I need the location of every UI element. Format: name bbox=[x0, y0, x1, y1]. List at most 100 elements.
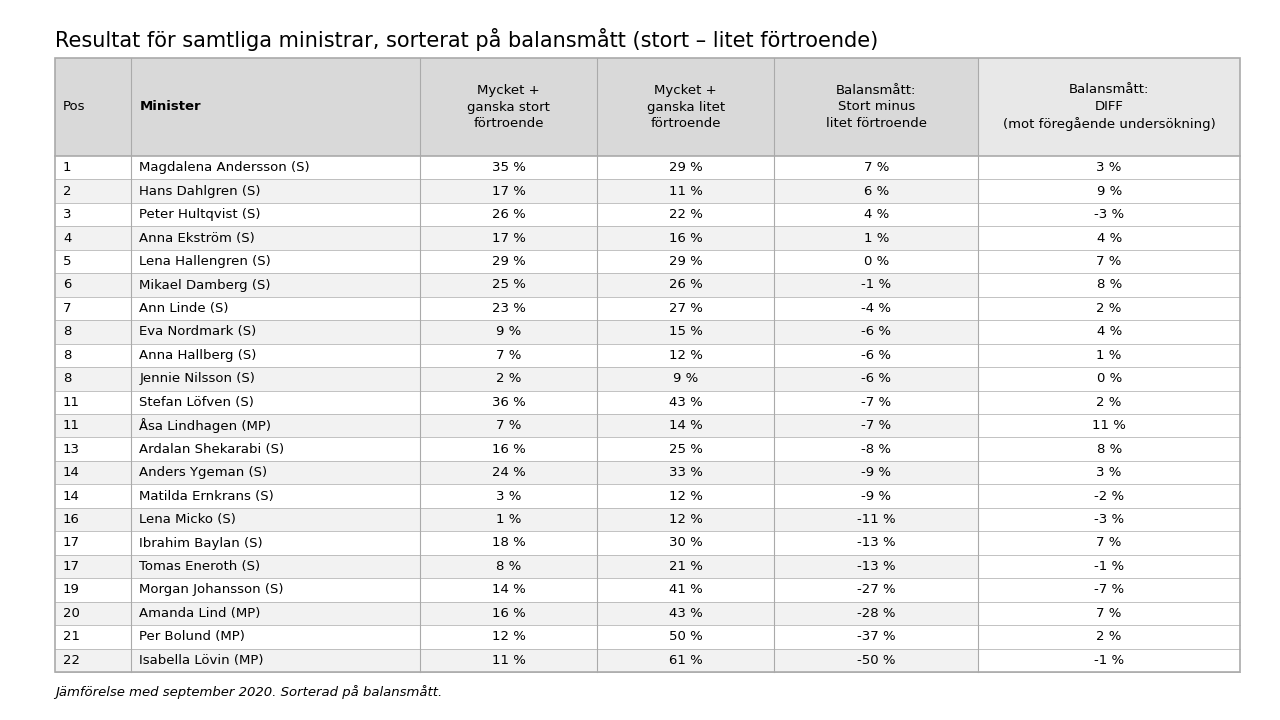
Text: 20: 20 bbox=[63, 607, 79, 620]
Text: 29 %: 29 % bbox=[492, 255, 526, 268]
Text: -2 %: -2 % bbox=[1094, 490, 1124, 503]
Text: 16 %: 16 % bbox=[492, 607, 526, 620]
Text: 19: 19 bbox=[63, 583, 79, 596]
Text: 1 %: 1 % bbox=[864, 232, 890, 245]
Text: 12 %: 12 % bbox=[492, 630, 526, 643]
Bar bbox=[55, 274, 978, 297]
Bar bbox=[55, 390, 978, 414]
Text: 36 %: 36 % bbox=[492, 396, 526, 409]
Text: Jämförelse med september 2020. Sorterad på balansmått.: Jämförelse med september 2020. Sorterad … bbox=[55, 685, 443, 699]
Bar bbox=[978, 250, 1240, 274]
Text: 2 %: 2 % bbox=[1097, 630, 1121, 643]
Bar bbox=[55, 179, 978, 203]
Text: 16 %: 16 % bbox=[669, 232, 703, 245]
Text: 23 %: 23 % bbox=[492, 302, 526, 315]
Bar bbox=[978, 390, 1240, 414]
Text: 12 %: 12 % bbox=[669, 349, 703, 362]
Text: Anna Ekström (S): Anna Ekström (S) bbox=[140, 232, 255, 245]
Text: -7 %: -7 % bbox=[861, 396, 891, 409]
Text: 30 %: 30 % bbox=[669, 536, 703, 549]
Text: 22 %: 22 % bbox=[669, 208, 703, 221]
Bar bbox=[978, 203, 1240, 226]
Text: 8: 8 bbox=[63, 372, 72, 385]
Text: 3 %: 3 % bbox=[1097, 466, 1121, 479]
Text: 14: 14 bbox=[63, 466, 79, 479]
Text: Mycket +
ganska stort
förtroende: Mycket + ganska stort förtroende bbox=[467, 84, 550, 130]
Text: Amanda Lind (MP): Amanda Lind (MP) bbox=[140, 607, 261, 620]
Text: 7 %: 7 % bbox=[495, 349, 521, 362]
Text: 22: 22 bbox=[63, 654, 79, 667]
Text: Minister: Minister bbox=[140, 101, 201, 114]
Text: -1 %: -1 % bbox=[861, 279, 891, 292]
Text: 14 %: 14 % bbox=[669, 419, 703, 432]
Bar bbox=[55, 508, 978, 531]
Bar bbox=[55, 531, 978, 554]
Text: 8: 8 bbox=[63, 349, 72, 362]
Text: 4 %: 4 % bbox=[864, 208, 888, 221]
Bar bbox=[55, 625, 978, 649]
Text: 17 %: 17 % bbox=[492, 232, 526, 245]
Bar bbox=[55, 649, 978, 672]
Text: 16: 16 bbox=[63, 513, 79, 526]
Text: 0 %: 0 % bbox=[864, 255, 888, 268]
Text: 21: 21 bbox=[63, 630, 79, 643]
Text: -13 %: -13 % bbox=[858, 536, 896, 549]
Bar bbox=[978, 58, 1240, 156]
Text: 4 %: 4 % bbox=[1097, 232, 1121, 245]
Text: 17: 17 bbox=[63, 560, 79, 573]
Text: 6: 6 bbox=[63, 279, 72, 292]
Bar bbox=[978, 367, 1240, 390]
Bar bbox=[55, 156, 978, 179]
Text: Mikael Damberg (S): Mikael Damberg (S) bbox=[140, 279, 271, 292]
Text: 3: 3 bbox=[63, 208, 72, 221]
Bar bbox=[55, 343, 978, 367]
Text: -4 %: -4 % bbox=[861, 302, 891, 315]
Text: 61 %: 61 % bbox=[669, 654, 703, 667]
Bar bbox=[55, 367, 978, 390]
Text: Ann Linde (S): Ann Linde (S) bbox=[140, 302, 229, 315]
Text: 7 %: 7 % bbox=[1097, 607, 1121, 620]
Text: 1 %: 1 % bbox=[495, 513, 521, 526]
Text: Jennie Nilsson (S): Jennie Nilsson (S) bbox=[140, 372, 256, 385]
Bar bbox=[978, 438, 1240, 461]
Text: 12 %: 12 % bbox=[669, 513, 703, 526]
Text: Morgan Johansson (S): Morgan Johansson (S) bbox=[140, 583, 284, 596]
Bar bbox=[978, 578, 1240, 602]
Bar bbox=[978, 554, 1240, 578]
Text: Magdalena Andersson (S): Magdalena Andersson (S) bbox=[140, 161, 310, 174]
Text: Lena Hallengren (S): Lena Hallengren (S) bbox=[140, 255, 271, 268]
Text: 4 %: 4 % bbox=[1097, 325, 1121, 338]
Text: 1: 1 bbox=[63, 161, 72, 174]
Bar bbox=[55, 461, 978, 485]
Text: 26 %: 26 % bbox=[669, 279, 703, 292]
Bar bbox=[978, 531, 1240, 554]
Bar bbox=[55, 203, 978, 226]
Bar bbox=[978, 179, 1240, 203]
Text: 33 %: 33 % bbox=[669, 466, 703, 479]
Bar bbox=[55, 438, 978, 461]
Bar bbox=[55, 602, 978, 625]
Text: 29 %: 29 % bbox=[669, 255, 703, 268]
Text: 16 %: 16 % bbox=[492, 443, 526, 456]
Text: 7 %: 7 % bbox=[495, 419, 521, 432]
Text: Per Bolund (MP): Per Bolund (MP) bbox=[140, 630, 246, 643]
Text: 3 %: 3 % bbox=[1097, 161, 1121, 174]
Text: 5: 5 bbox=[63, 255, 72, 268]
Text: -6 %: -6 % bbox=[861, 325, 891, 338]
Text: Peter Hultqvist (S): Peter Hultqvist (S) bbox=[140, 208, 261, 221]
Text: 1 %: 1 % bbox=[1097, 349, 1121, 362]
Text: 2 %: 2 % bbox=[1097, 302, 1121, 315]
Bar bbox=[978, 461, 1240, 485]
Text: -7 %: -7 % bbox=[1094, 583, 1124, 596]
Bar bbox=[55, 297, 978, 320]
Text: 12 %: 12 % bbox=[669, 490, 703, 503]
Text: 11: 11 bbox=[63, 419, 79, 432]
Bar bbox=[55, 58, 1240, 672]
Text: Åsa Lindhagen (MP): Åsa Lindhagen (MP) bbox=[140, 418, 271, 433]
Bar bbox=[55, 58, 978, 156]
Text: 8 %: 8 % bbox=[1097, 443, 1121, 456]
Text: -28 %: -28 % bbox=[858, 607, 896, 620]
Text: -9 %: -9 % bbox=[861, 466, 891, 479]
Text: Anders Ygeman (S): Anders Ygeman (S) bbox=[140, 466, 268, 479]
Text: 11 %: 11 % bbox=[1092, 419, 1126, 432]
